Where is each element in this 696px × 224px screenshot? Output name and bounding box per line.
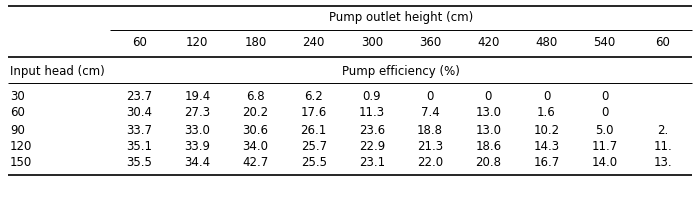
Text: 27.3: 27.3	[184, 106, 210, 119]
Text: 23.6: 23.6	[359, 123, 385, 136]
Text: 6.2: 6.2	[304, 90, 323, 103]
Text: Pump outlet height (cm): Pump outlet height (cm)	[329, 11, 473, 24]
Text: 30.4: 30.4	[126, 106, 152, 119]
Text: 0: 0	[601, 106, 608, 119]
Text: 0: 0	[601, 90, 608, 103]
Text: 180: 180	[244, 37, 267, 50]
Text: 90: 90	[10, 123, 25, 136]
Text: 240: 240	[303, 37, 325, 50]
Text: 480: 480	[535, 37, 557, 50]
Text: 0.9: 0.9	[363, 90, 381, 103]
Text: Input head (cm): Input head (cm)	[10, 65, 105, 78]
Text: 18.8: 18.8	[417, 123, 443, 136]
Text: 22.9: 22.9	[358, 140, 385, 153]
Text: 30.6: 30.6	[242, 123, 269, 136]
Text: 34.4: 34.4	[184, 157, 210, 170]
Text: 0: 0	[484, 90, 492, 103]
Text: 35.1: 35.1	[126, 140, 152, 153]
Text: 23.7: 23.7	[126, 90, 152, 103]
Text: 10.2: 10.2	[533, 123, 560, 136]
Text: 22.0: 22.0	[417, 157, 443, 170]
Text: 5.0: 5.0	[596, 123, 614, 136]
Text: 150: 150	[10, 157, 32, 170]
Text: 25.5: 25.5	[301, 157, 326, 170]
Text: 0: 0	[543, 90, 550, 103]
Text: 540: 540	[594, 37, 616, 50]
Text: 60: 60	[132, 37, 147, 50]
Text: 11.7: 11.7	[592, 140, 618, 153]
Text: 1.6: 1.6	[537, 106, 556, 119]
Text: 60: 60	[656, 37, 670, 50]
Text: 6.8: 6.8	[246, 90, 264, 103]
Text: 35.5: 35.5	[126, 157, 152, 170]
Text: 2.: 2.	[657, 123, 669, 136]
Text: 33.0: 33.0	[184, 123, 210, 136]
Text: 360: 360	[419, 37, 441, 50]
Text: 13.: 13.	[654, 157, 672, 170]
Text: 17.6: 17.6	[301, 106, 327, 119]
Text: 16.7: 16.7	[533, 157, 560, 170]
Text: 120: 120	[186, 37, 209, 50]
Text: 300: 300	[361, 37, 383, 50]
Text: 33.7: 33.7	[126, 123, 152, 136]
Text: Pump efficiency (%): Pump efficiency (%)	[342, 65, 460, 78]
Text: 0: 0	[427, 90, 434, 103]
Text: 7.4: 7.4	[420, 106, 439, 119]
Text: 14.0: 14.0	[592, 157, 618, 170]
Text: 13.0: 13.0	[475, 106, 501, 119]
Text: 33.9: 33.9	[184, 140, 210, 153]
Text: 18.6: 18.6	[475, 140, 501, 153]
Text: 26.1: 26.1	[301, 123, 327, 136]
Text: 23.1: 23.1	[359, 157, 385, 170]
Text: 19.4: 19.4	[184, 90, 210, 103]
Text: 120: 120	[10, 140, 33, 153]
Text: 14.3: 14.3	[533, 140, 560, 153]
Text: 420: 420	[477, 37, 500, 50]
Text: 11.: 11.	[654, 140, 672, 153]
Text: 60: 60	[10, 106, 25, 119]
Text: 13.0: 13.0	[475, 123, 501, 136]
Text: 21.3: 21.3	[417, 140, 443, 153]
Text: 20.2: 20.2	[242, 106, 269, 119]
Text: 42.7: 42.7	[242, 157, 269, 170]
Text: 34.0: 34.0	[242, 140, 269, 153]
Text: 11.3: 11.3	[359, 106, 385, 119]
Text: 25.7: 25.7	[301, 140, 326, 153]
Text: 20.8: 20.8	[475, 157, 501, 170]
Text: 30: 30	[10, 90, 25, 103]
